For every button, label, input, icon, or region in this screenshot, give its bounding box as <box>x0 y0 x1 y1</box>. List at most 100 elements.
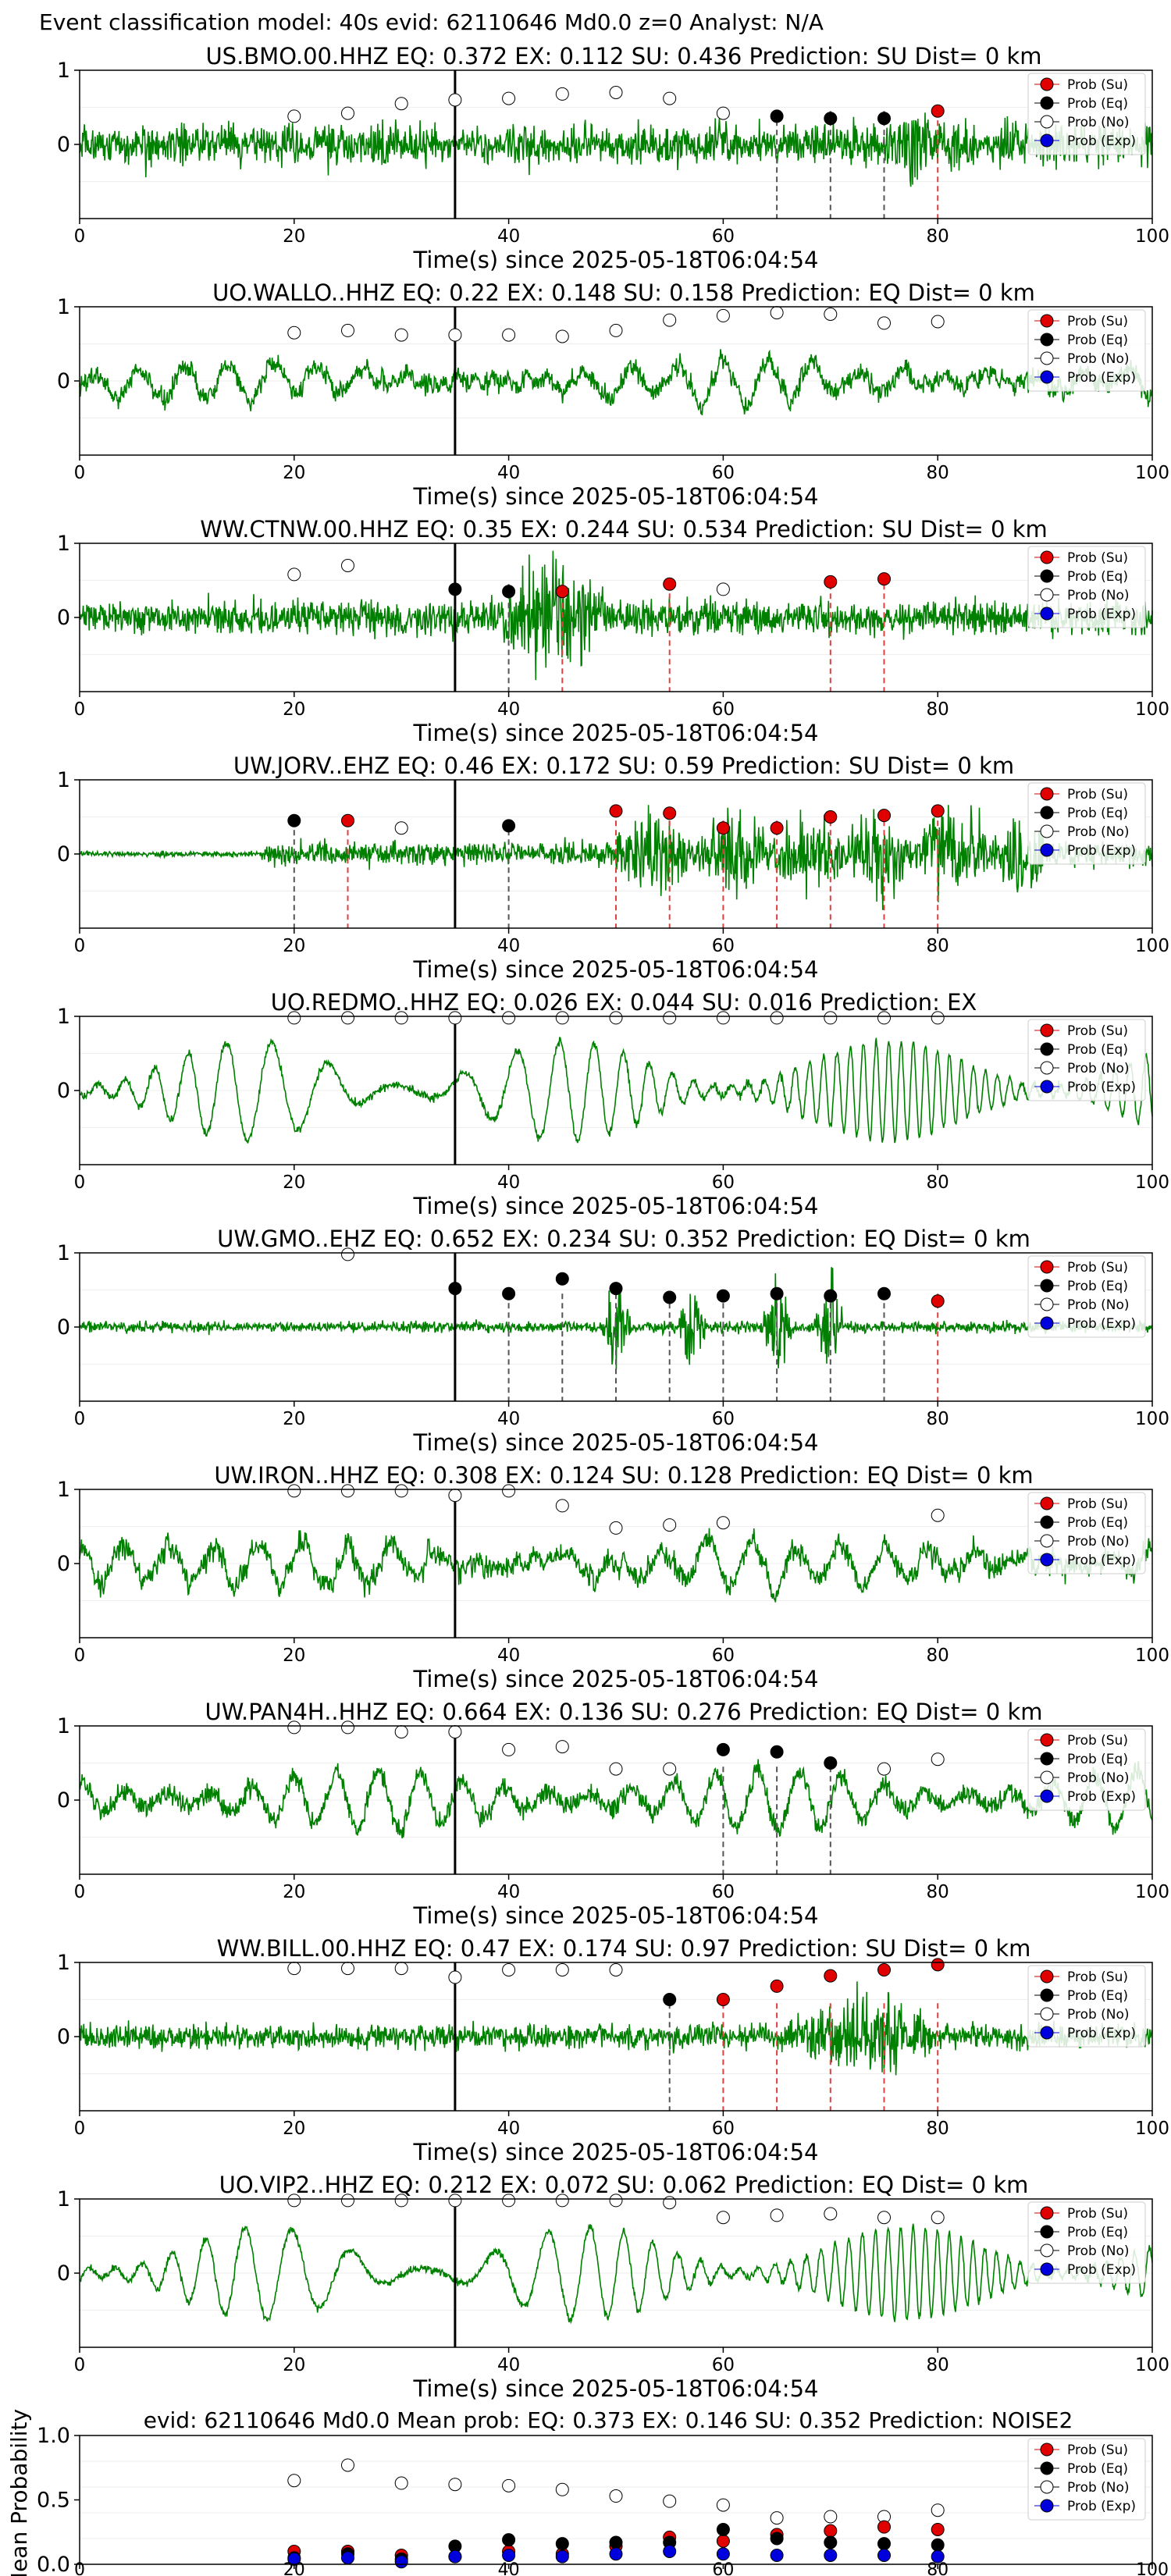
mean-marker-eq <box>877 2537 891 2551</box>
legend-label-no: Prob (No) <box>1067 1297 1130 1313</box>
prob-marker-no <box>609 1762 623 1776</box>
prob-marker-eq <box>663 1290 677 1304</box>
mean-marker-exp <box>824 2548 838 2562</box>
x-tick-label: 60 <box>712 1409 735 1429</box>
legend-label-eq: Prob (Eq) <box>1067 806 1128 821</box>
prob-marker-no <box>448 1725 462 1739</box>
legend-marker-su <box>1040 1260 1054 1274</box>
y-tick-label: 0 <box>57 133 70 157</box>
legend-marker-no <box>1040 824 1054 838</box>
waveform-trace <box>79 2223 1153 2325</box>
prob-marker-no <box>448 1970 462 1984</box>
legend-marker-no <box>1040 2243 1054 2258</box>
legend-label-eq: Prob (Eq) <box>1067 1515 1128 1531</box>
y-tick-label: 0 <box>57 1079 70 1103</box>
x-tick-label: 100 <box>1135 1409 1169 1429</box>
legend-label-eq: Prob (Eq) <box>1067 2225 1128 2240</box>
legend-marker-no <box>1040 2007 1054 2021</box>
prob-marker-no <box>502 1963 516 1976</box>
waveform-trace <box>79 112 1153 187</box>
prob-marker-no <box>287 326 301 340</box>
legend-marker-eq <box>1040 96 1054 110</box>
x-axis-label: Time(s) since 2025-05-18T06:04:54 <box>413 1666 819 1692</box>
legend-label-exp: Prob (Exp) <box>1067 607 1136 622</box>
prob-marker-no <box>824 2207 838 2221</box>
x-tick-label: 60 <box>712 1172 735 1193</box>
mean-marker-exp <box>716 2547 730 2561</box>
prob-marker-no <box>770 2208 784 2222</box>
x-axis-label: Time(s) since 2025-05-18T06:04:54 <box>413 1193 819 1219</box>
mean-marker-no <box>555 2482 569 2496</box>
prob-marker-no <box>931 1508 945 1522</box>
x-tick-label: 0 <box>74 699 86 720</box>
prob-marker-no <box>394 328 408 342</box>
x-tick-label: 0 <box>74 1172 86 1193</box>
prob-marker-eq <box>448 1282 462 1296</box>
x-axis-label: Time(s) since 2025-05-18T06:04:54 <box>413 2139 819 2165</box>
legend-box <box>1027 73 1146 155</box>
legend-label-eq: Prob (Eq) <box>1067 1042 1128 1058</box>
legend-box <box>1027 2201 1146 2284</box>
x-tick-label: 40 <box>497 463 520 483</box>
legend-marker-no <box>1040 1770 1054 1784</box>
x-tick-label: 100 <box>1135 1646 1169 1666</box>
legend-box <box>1027 782 1146 865</box>
x-tick-label: 40 <box>497 936 520 956</box>
prob-marker-no <box>555 1740 569 1754</box>
prob-marker-no <box>394 821 408 835</box>
x-tick-label: 20 <box>283 463 305 483</box>
prob-marker-no <box>448 1011 462 1025</box>
prob-marker-no <box>609 86 623 99</box>
mean-marker-no <box>609 2489 623 2503</box>
legend-label-no: Prob (No) <box>1067 115 1130 130</box>
prob-marker-no <box>609 1011 623 1025</box>
x-tick-label: 60 <box>712 699 735 720</box>
prob-marker-no <box>663 1762 677 1776</box>
x-tick-label: 80 <box>927 2560 949 2576</box>
legend-marker-exp <box>1040 1316 1054 1330</box>
prob-marker-no <box>341 1720 354 1735</box>
x-tick-label: 0 <box>74 226 86 247</box>
legend-marker-no <box>1040 2480 1054 2494</box>
mean-marker-no <box>931 2503 945 2517</box>
station-panel-3: WW.CTNW.00.HHZ EQ: 0.35 EX: 0.244 SU: 0.… <box>57 516 1169 746</box>
x-tick-label: 0 <box>74 2560 85 2576</box>
prob-marker-no <box>824 1011 838 1025</box>
prob-marker-eq <box>287 813 301 827</box>
prob-marker-no <box>716 1516 730 1530</box>
prob-marker-no <box>502 2194 516 2208</box>
prob-marker-su <box>824 810 838 824</box>
x-tick-label: 40 <box>497 699 520 720</box>
x-tick-label: 80 <box>927 226 949 247</box>
x-tick-label: 60 <box>712 2119 735 2139</box>
prob-marker-no <box>663 91 677 105</box>
legend-marker-exp <box>1040 1080 1054 1094</box>
panel-title: UO.WALLO..HHZ EQ: 0.22 EX: 0.148 SU: 0.1… <box>212 279 1035 306</box>
legend-marker-no <box>1040 1534 1054 1548</box>
legend-label-eq: Prob (Eq) <box>1067 569 1128 585</box>
prob-marker-eq <box>716 1742 730 1756</box>
y-tick-label: 0 <box>57 842 70 866</box>
prob-marker-eq <box>877 1286 891 1300</box>
legend-label-exp: Prob (Exp) <box>1067 2026 1136 2041</box>
y-tick-label: 1 <box>57 1951 70 1975</box>
prob-marker-no <box>502 1484 516 1498</box>
station-panel-5: UO.REDMO..HHZ EQ: 0.026 EX: 0.044 SU: 0.… <box>57 989 1169 1219</box>
legend-label-exp: Prob (Exp) <box>1067 1316 1136 1332</box>
y-tick-label: 0 <box>57 2025 70 2049</box>
panel-title: UW.GMO..EHZ EQ: 0.652 EX: 0.234 SU: 0.35… <box>217 1226 1030 1252</box>
prob-marker-su <box>824 1969 838 1983</box>
y-tick-label: 0 <box>57 1788 70 1813</box>
x-axis-label: Time(s) since 2025-05-18T06:04:54 <box>413 483 819 510</box>
legend-label-no: Prob (No) <box>1067 824 1130 840</box>
x-tick-label: 40 <box>497 2355 520 2375</box>
prob-marker-no <box>394 97 408 111</box>
legend-marker-exp <box>1040 2499 1054 2513</box>
legend-label-exp: Prob (Exp) <box>1067 1553 1136 1568</box>
prob-marker-eq <box>555 1272 569 1286</box>
prob-marker-no <box>555 1963 569 1976</box>
x-axis-label: Time(s) since 2025-05-18T06:04:54 <box>413 956 819 983</box>
prob-marker-eq <box>609 1282 623 1296</box>
x-tick-label: 80 <box>927 1646 949 1666</box>
y-tick-label: 1 <box>57 1241 70 1265</box>
